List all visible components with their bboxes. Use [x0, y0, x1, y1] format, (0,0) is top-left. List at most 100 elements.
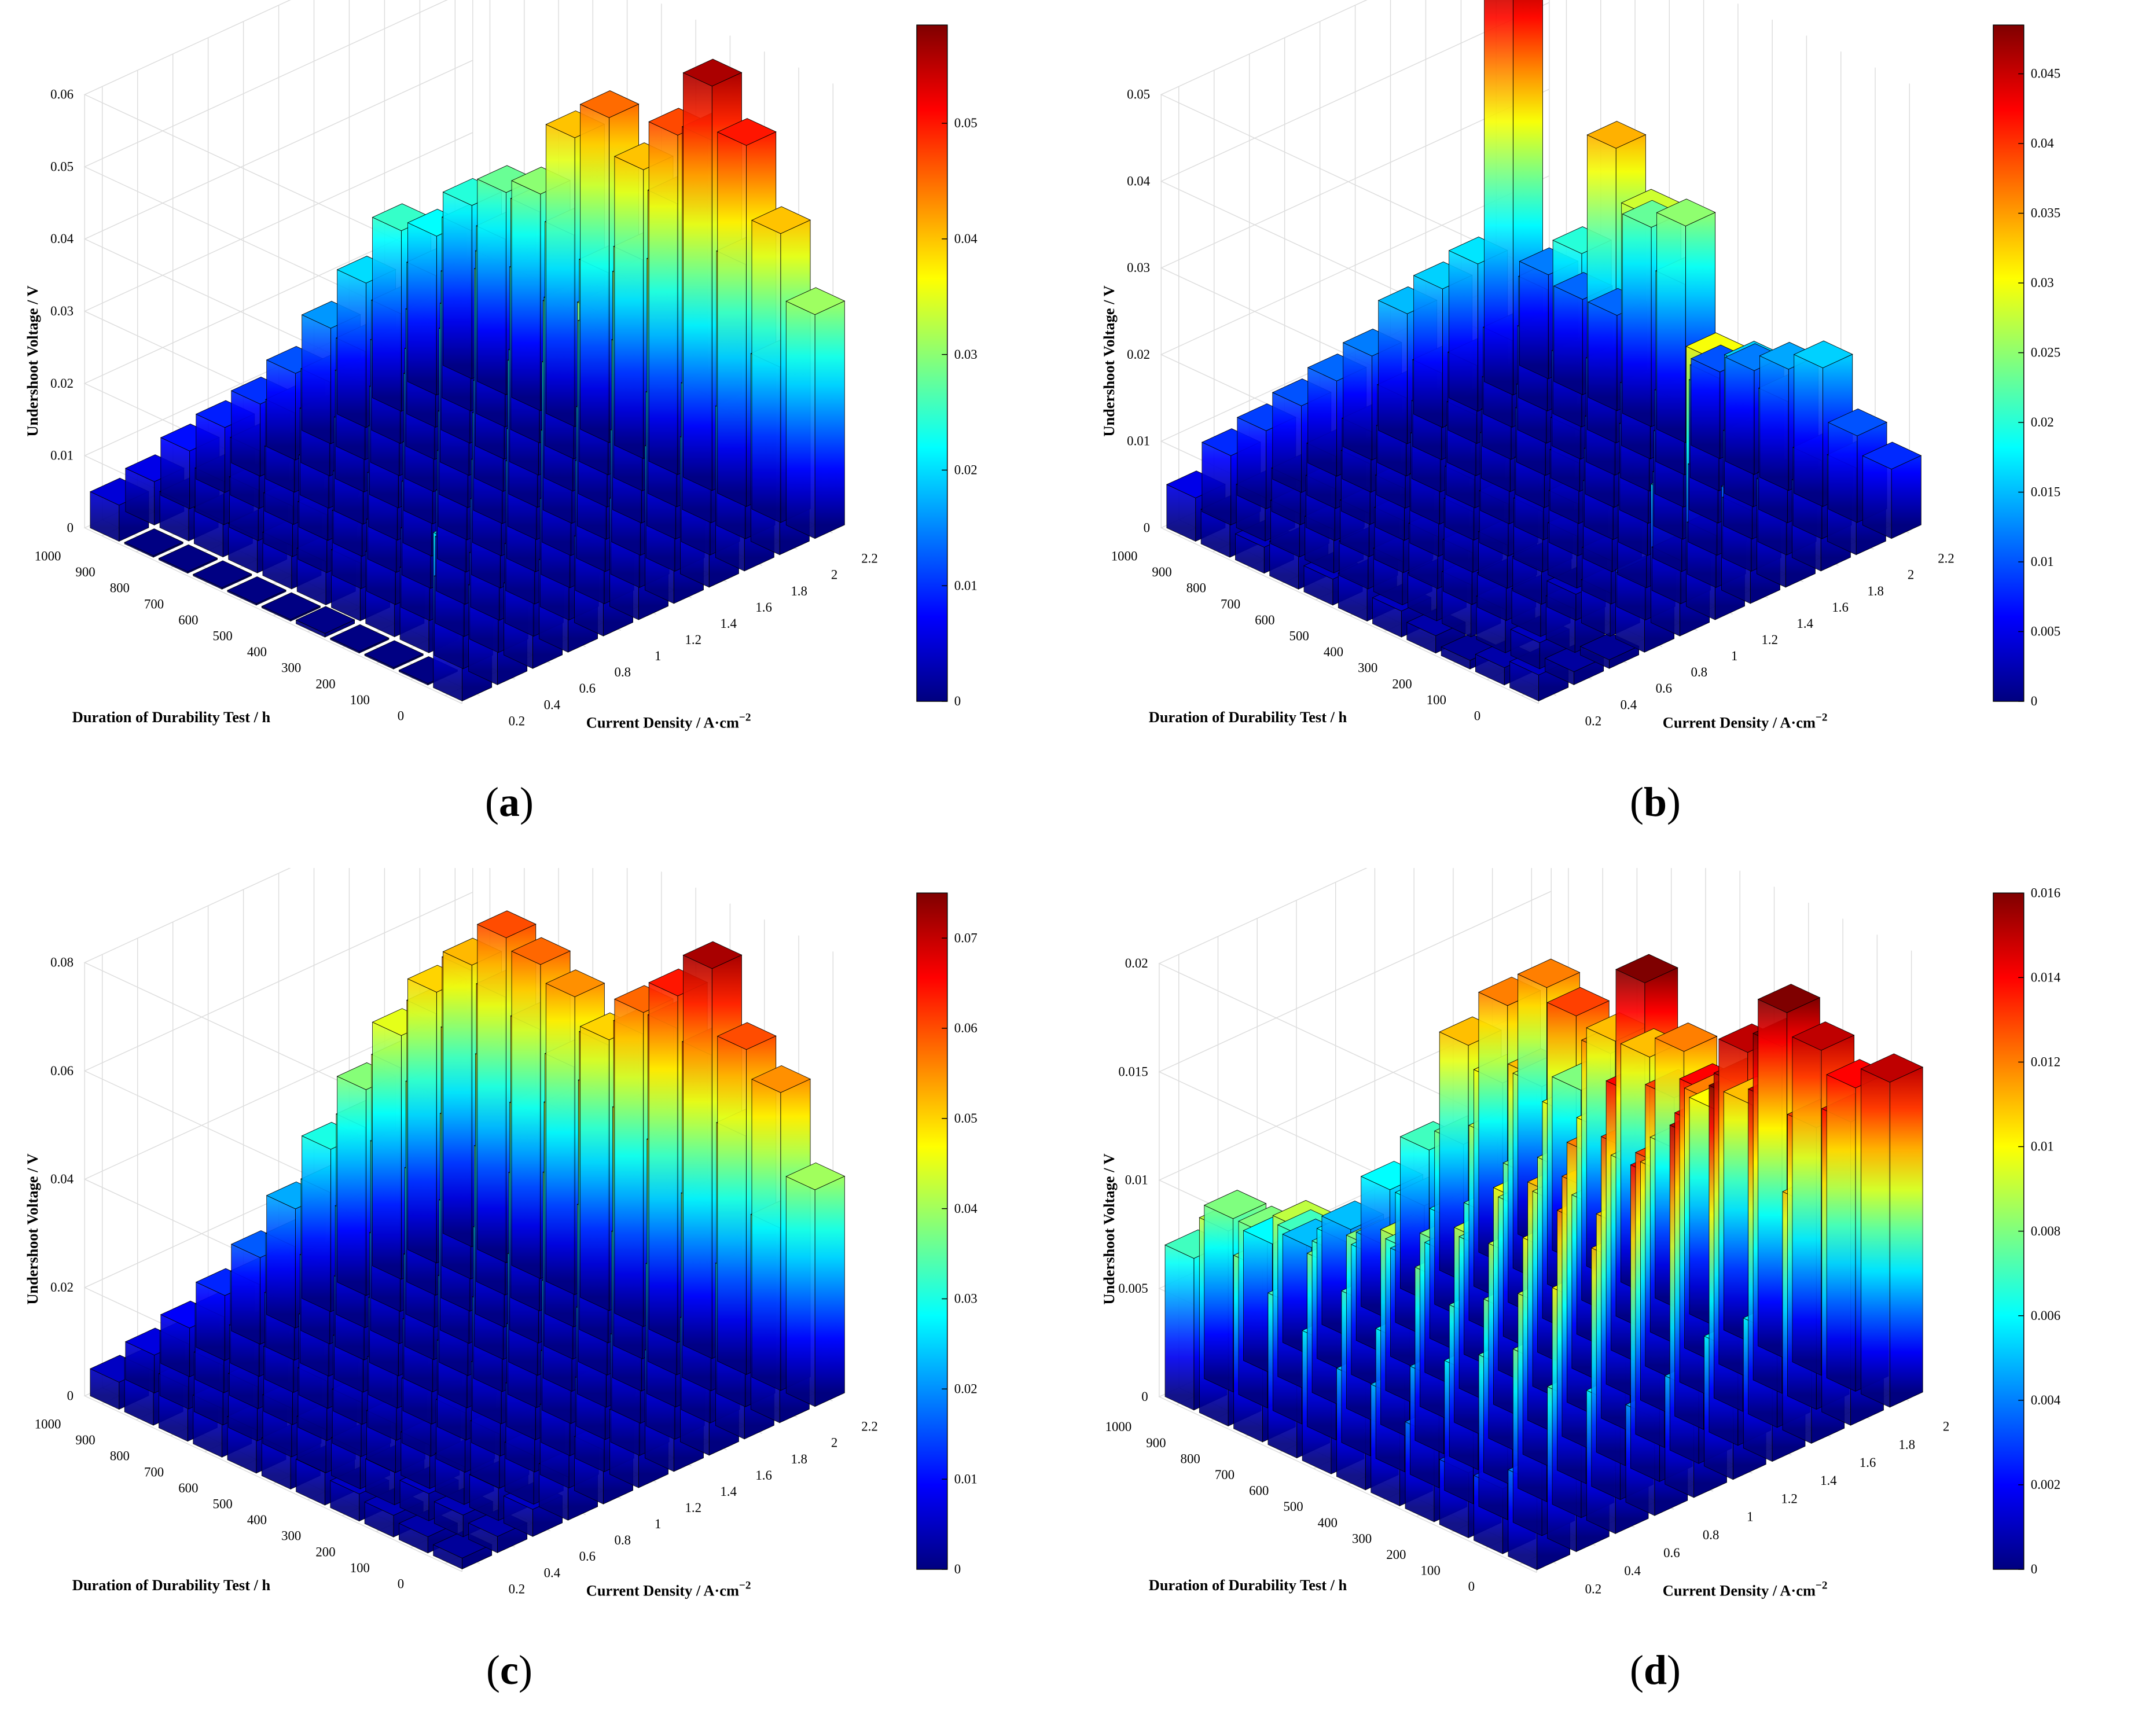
z-tick-label: 0.03: [1127, 260, 1150, 275]
duration-tick-label: 500: [1289, 629, 1309, 643]
z-tick-label: 0.05: [1127, 87, 1150, 102]
bars-b: [1166, 0, 1922, 702]
current-tick-label: 1.8: [791, 584, 807, 598]
duration-tick-label: 300: [1358, 661, 1377, 675]
duration-tick-label: 400: [1324, 645, 1343, 659]
duration-tick-label: 500: [213, 629, 233, 643]
current-tick-label: 2.2: [861, 551, 878, 566]
duration-tick-label: 800: [110, 581, 130, 595]
bar-a-d600-c0: [227, 576, 287, 606]
z-tick-label: 0.04: [50, 1172, 74, 1186]
current-tick-label: 0.8: [1691, 665, 1708, 679]
current-tick-label: 1.4: [720, 616, 737, 631]
z-tick-label: 0: [1141, 1389, 1148, 1404]
z-tick-label: 0.005: [1118, 1281, 1148, 1296]
duration-tick-label: 800: [1186, 581, 1206, 595]
z-axis-label: Undershoot Voltage / V: [1100, 1153, 1118, 1304]
caption-letter-b: b: [1643, 779, 1667, 825]
current-tick-label: 1.6: [1832, 600, 1849, 615]
z-tick-label: 0.06: [50, 87, 74, 102]
colorbar-tick-label: 0.006: [2031, 1308, 2060, 1323]
y-axis-label-sup: −2: [1816, 712, 1828, 724]
current-tick-label: 1: [1731, 649, 1737, 663]
colorbar-tick-label: 0.014: [2031, 970, 2061, 985]
bar-d-d0-c9: [1860, 1053, 1924, 1408]
x-axis-label: Duration of Durability Test / h: [72, 1576, 271, 1594]
current-tick-label: 0.6: [579, 681, 596, 696]
current-tick-label: 0.8: [1703, 1528, 1720, 1542]
colorbar-tick-label: 0: [2031, 694, 2037, 708]
z-tick-label: 0.02: [50, 1280, 74, 1294]
duration-tick-label: 1000: [35, 549, 61, 564]
current-tick-label: 1.8: [791, 1452, 807, 1466]
current-tick-label: 0.2: [1585, 713, 1602, 728]
duration-tick-label: 600: [178, 1481, 198, 1495]
duration-tick-label: 200: [1392, 676, 1412, 691]
caption-c: (c): [486, 1647, 532, 1693]
duration-tick-label: 1000: [1111, 549, 1138, 564]
z-tick-label: 0.02: [1125, 956, 1148, 970]
caption-b: (b): [1629, 779, 1681, 825]
x-axis-label: Duration of Durability Test / h: [1149, 1576, 1347, 1594]
duration-tick-label: 200: [315, 676, 335, 691]
z-tick-label: 0.01: [1125, 1173, 1148, 1187]
colorbar-tick-label: 0.002: [2031, 1477, 2060, 1492]
bar-b-d0-c10: [1862, 442, 1922, 539]
current-tick-label: 0.4: [1624, 1564, 1641, 1578]
caption-letter-d: d: [1643, 1647, 1667, 1693]
duration-tick-label: 800: [110, 1449, 130, 1463]
colorbar-tick-label: 0.01: [2031, 1139, 2054, 1154]
current-tick-label: 1: [1747, 1510, 1753, 1524]
duration-tick-label: 700: [144, 1465, 164, 1479]
z-tick-label: 0.06: [50, 1064, 74, 1078]
chart-panel-a: 0 100 200 300 400 500 600 700 800 900 1000 0.2 0.4 0.…: [0, 0, 1076, 868]
colorbar-tick-label: 0.01: [954, 1472, 978, 1486]
duration-tick-label: 900: [75, 565, 95, 579]
y-axis-label-sup: −2: [739, 712, 751, 724]
current-tick-label: 2.2: [861, 1419, 878, 1434]
current-tick-label: 0.6: [1663, 1546, 1680, 1560]
colorbar-tick-label: 0.01: [954, 578, 978, 593]
current-tick-label: 2: [831, 1436, 837, 1450]
colorbar-tick-label: 0.02: [954, 1382, 978, 1396]
duration-tick-label: 500: [1283, 1499, 1303, 1514]
duration-tick-label: 1000: [35, 1417, 61, 1432]
current-tick-label: 1.2: [1761, 632, 1778, 647]
duration-tick-label: 700: [144, 597, 164, 611]
bars-a: [89, 58, 846, 702]
current-tick-label: 2: [1908, 568, 1914, 582]
colorbar-tick-label: 0.004: [2031, 1393, 2061, 1407]
current-tick-label: 1.2: [685, 632, 701, 647]
colorbar-tick-label: 0.035: [2031, 206, 2060, 220]
current-tick-label: 1.4: [1796, 616, 1813, 631]
colorbar-tick-label: 0.03: [954, 1292, 978, 1306]
current-tick-label: 0.2: [509, 713, 526, 728]
bar-a-d700-c0: [192, 560, 252, 590]
x-axis-label: Duration of Durability Test / h: [1149, 708, 1347, 726]
z-tick-label: 0.01: [1127, 434, 1150, 448]
current-tick-label: 2.2: [1938, 551, 1954, 566]
current-tick-label: 0.4: [1621, 697, 1637, 712]
current-tick-label: 1.8: [1867, 584, 1884, 598]
colorbar-tick-label: 0.04: [954, 1201, 978, 1216]
colorbar-tick-label: 0.03: [954, 347, 978, 362]
current-tick-label: 1.4: [720, 1484, 737, 1499]
duration-tick-label: 500: [213, 1497, 233, 1511]
bars-c: [89, 910, 846, 1570]
current-tick-label: 0.2: [509, 1581, 526, 1596]
colorbar-tick-label: 0.01: [2031, 554, 2054, 569]
current-tick-label: 2: [1943, 1419, 1949, 1434]
duration-tick-label: 300: [281, 661, 301, 675]
duration-tick-label: 100: [1427, 693, 1446, 707]
bar3d-chart-b: 010020030040050060070080090010000.20.40.…: [1100, 0, 2060, 731]
duration-tick-label: 600: [1249, 1484, 1269, 1498]
chart-panel-d: 0 100 200 300 400 500 600 700 800 900 1000 0.2 0.4 0.…: [1076, 868, 2153, 1736]
current-tick-label: 2: [831, 568, 837, 582]
z-tick-label: 0: [67, 520, 74, 535]
z-tick-label: 0.08: [50, 955, 74, 970]
z-tick-label: 0.01: [50, 448, 74, 463]
z-tick-label: 0.04: [50, 231, 74, 246]
bar3d-chart-c: 010020030040050060070080090010000.20.40.…: [24, 868, 978, 1599]
current-tick-label: 1.2: [685, 1500, 701, 1515]
bar-a-d0-c10: [785, 287, 846, 539]
